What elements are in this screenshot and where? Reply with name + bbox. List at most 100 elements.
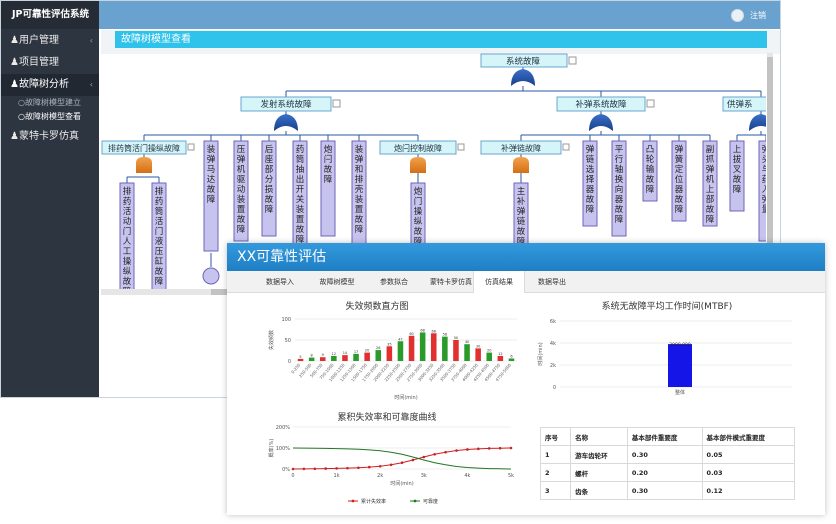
tree-leaf-char: 障 <box>155 276 164 287</box>
tree-node-root[interactable] <box>480 53 568 68</box>
histogram-bar <box>386 346 393 361</box>
collapse-icon[interactable] <box>187 143 195 151</box>
tree-leaf-char: 装 <box>207 144 216 155</box>
tree-leaf-char: 上 <box>706 185 715 195</box>
scroll-thumb[interactable] <box>767 57 773 257</box>
tree-leaf-char: 装 <box>237 194 246 205</box>
tab-results[interactable]: 仿真结果 <box>473 271 525 293</box>
tree-node-breech[interactable] <box>379 140 457 155</box>
top-bar: 注销 <box>99 1 780 29</box>
histogram-bar <box>497 355 504 361</box>
sidebar-item-fault-tree[interactable]: ♟故障树分析 ‹ <box>1 74 99 96</box>
user-menu[interactable]: 注销 <box>731 8 766 22</box>
y-tick-label: 100 <box>281 317 291 323</box>
bar-data-label: 68 <box>420 328 424 332</box>
chevron-left-icon: ‹ <box>89 80 93 89</box>
tree-leaf-char: 炮 <box>414 186 423 197</box>
tree-leaf-char: 障 <box>586 204 595 215</box>
tree-leaf-char: 换 <box>615 174 624 185</box>
user-icon: ♟ <box>10 35 19 46</box>
tab-fault-tree[interactable]: 故障树模型 <box>319 278 355 286</box>
tree-node-chain[interactable] <box>480 140 562 155</box>
tree-node-vent[interactable] <box>101 140 187 155</box>
tree-node-feed[interactable] <box>722 96 766 112</box>
tab-fitting[interactable]: 参数拟合 <box>380 278 408 286</box>
tab-export[interactable]: 数据导出 <box>538 278 566 286</box>
user-icon: ♟ <box>10 57 19 68</box>
bar-data-label: 50 <box>454 336 458 340</box>
table-row[interactable]: 2 螺杆 0.20 0.03 <box>539 463 796 482</box>
collapse-icon[interactable] <box>568 56 577 65</box>
bar-data-label: 40 <box>465 340 469 344</box>
vertical-scrollbar[interactable] <box>767 53 773 293</box>
collapse-icon[interactable] <box>646 99 655 108</box>
tree-leaf-label: 装弹和排壳装置故障 <box>355 144 364 235</box>
sidebar-subitem-view[interactable]: ○故障树模型查看 <box>1 110 99 124</box>
collapse-icon[interactable] <box>457 143 465 151</box>
y-tick-label: 0 <box>553 385 556 391</box>
tree-leaf-label: 炮闩故障 <box>324 144 333 185</box>
table-row[interactable]: 1 游车齿轮环 0.30 0.05 <box>539 445 796 464</box>
or-gate-icon <box>511 69 535 86</box>
tree-leaf-char: 液 <box>155 236 164 247</box>
tree-leaf-char: 弹 <box>517 206 526 217</box>
logout-link[interactable]: 注销 <box>750 10 766 20</box>
y-tick-label: 200% <box>276 425 291 431</box>
tree-leaf-node <box>582 140 598 227</box>
sidebar-item-projects[interactable]: ♟项目管理 <box>1 52 99 74</box>
series-point <box>466 448 469 451</box>
tree-leaf-char: 压 <box>155 247 164 257</box>
tree-leaf-char: 平 <box>615 145 624 155</box>
tree-leaf-char: 和 <box>355 165 364 175</box>
sidebar-item-users[interactable]: ♟用户管理 ‹ <box>1 30 99 52</box>
series-point <box>324 467 327 470</box>
series-point <box>455 449 458 452</box>
sidebar-subitem-build[interactable]: ○故障树模型建立 <box>1 96 99 110</box>
y-axis-label: 概率(%) <box>268 439 275 458</box>
tree-leaf-char: 故 <box>615 204 624 215</box>
collapse-icon[interactable] <box>332 99 341 108</box>
tree-leaf-char: 输 <box>646 164 655 175</box>
collapse-icon[interactable] <box>562 143 570 151</box>
tab-import[interactable]: 数据导入 <box>266 278 294 286</box>
table-cell: 0.20 <box>626 463 703 482</box>
tree-leaf-char: 部 <box>706 194 715 205</box>
tree-leaf-label: 弹簧定位器故障 <box>675 144 684 215</box>
tree-leaf-char: 后 <box>265 144 274 155</box>
y-tick-label: 6k <box>550 319 556 325</box>
tree-leaf-char: 开 <box>296 185 305 195</box>
tree-leaf-char: 置 <box>355 205 364 215</box>
tree-leaf-char: 定 <box>675 164 684 175</box>
histogram-bar <box>364 352 370 361</box>
bar-data-label: 20 <box>487 349 491 353</box>
tree-leaf-char: 量 <box>762 205 766 215</box>
table-row[interactable]: 3 齿条 0.30 0.12 <box>539 481 796 500</box>
tree-leaf-char: 马 <box>207 165 216 175</box>
sidebar-item-monte-carlo[interactable]: ♟蒙特卡罗仿真 <box>1 126 99 148</box>
chevron-left-icon: ‹ <box>89 36 93 45</box>
tree-leaf-char: 选 <box>586 164 595 175</box>
histogram-bar <box>486 352 493 361</box>
legend-marker <box>413 499 417 503</box>
tree-node-reload[interactable] <box>556 96 646 112</box>
tree-leaf-char: 障 <box>237 224 246 235</box>
app-title: JP可靠性评估系统 <box>1 1 99 29</box>
tree-leaf-node <box>320 140 336 237</box>
series-point <box>411 458 415 462</box>
table-cell: 1 <box>539 445 572 464</box>
chart-title-mtbf: 系统无故障平均工作时间(MTBF) <box>601 302 733 312</box>
tab-monte-carlo[interactable]: 蒙特卡罗仿真 <box>430 278 472 286</box>
fault-tree-canvas: 系统故障 发射系统故障 补弹系统故障 供弹系 排药筒活门操纵故障 炮闩控制故障 … <box>101 53 766 293</box>
tree-leaf-char: 门 <box>123 226 132 237</box>
sidebar-subitem-label: 故障树模型建立 <box>24 98 81 107</box>
tree-leaf-char: 损 <box>265 184 274 195</box>
tree-leaf-char: 行 <box>615 154 624 165</box>
tree-leaf-char: 置 <box>237 205 246 215</box>
basic-event-icon[interactable] <box>202 267 220 285</box>
table-cell: 2 <box>539 463 572 482</box>
tree-leaf-char: 活 <box>155 216 164 227</box>
tree-leaf-label: 药筒抽出开关装置故障 <box>296 144 305 245</box>
series-point <box>378 464 382 468</box>
histogram-bar <box>508 358 515 361</box>
tree-node-launch[interactable] <box>240 96 332 112</box>
